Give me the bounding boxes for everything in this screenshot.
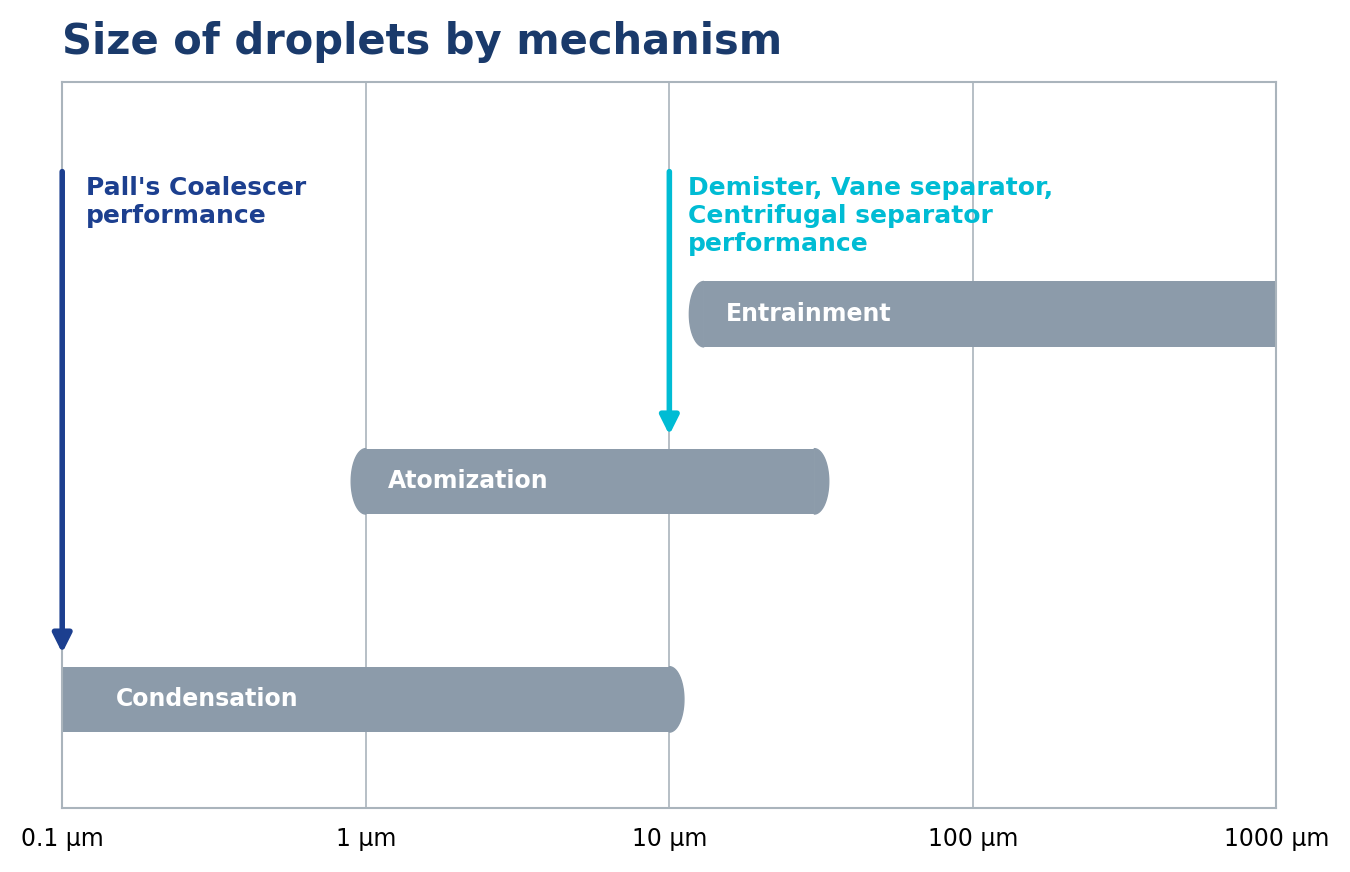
Polygon shape bbox=[670, 667, 684, 732]
Text: Size of droplets by mechanism: Size of droplets by mechanism bbox=[62, 21, 783, 63]
Text: Condensation: Condensation bbox=[116, 687, 298, 712]
Text: Demister, Vane separator,
Centrifugal separator
performance: Demister, Vane separator, Centrifugal se… bbox=[687, 176, 1053, 255]
Text: Atomization: Atomization bbox=[387, 469, 548, 494]
Polygon shape bbox=[47, 667, 62, 732]
Polygon shape bbox=[690, 282, 703, 347]
Polygon shape bbox=[814, 449, 829, 514]
Text: Pall's Coalescer
performance: Pall's Coalescer performance bbox=[86, 176, 306, 228]
Polygon shape bbox=[351, 449, 366, 514]
Polygon shape bbox=[1277, 282, 1291, 347]
Text: Entrainment: Entrainment bbox=[726, 303, 891, 326]
